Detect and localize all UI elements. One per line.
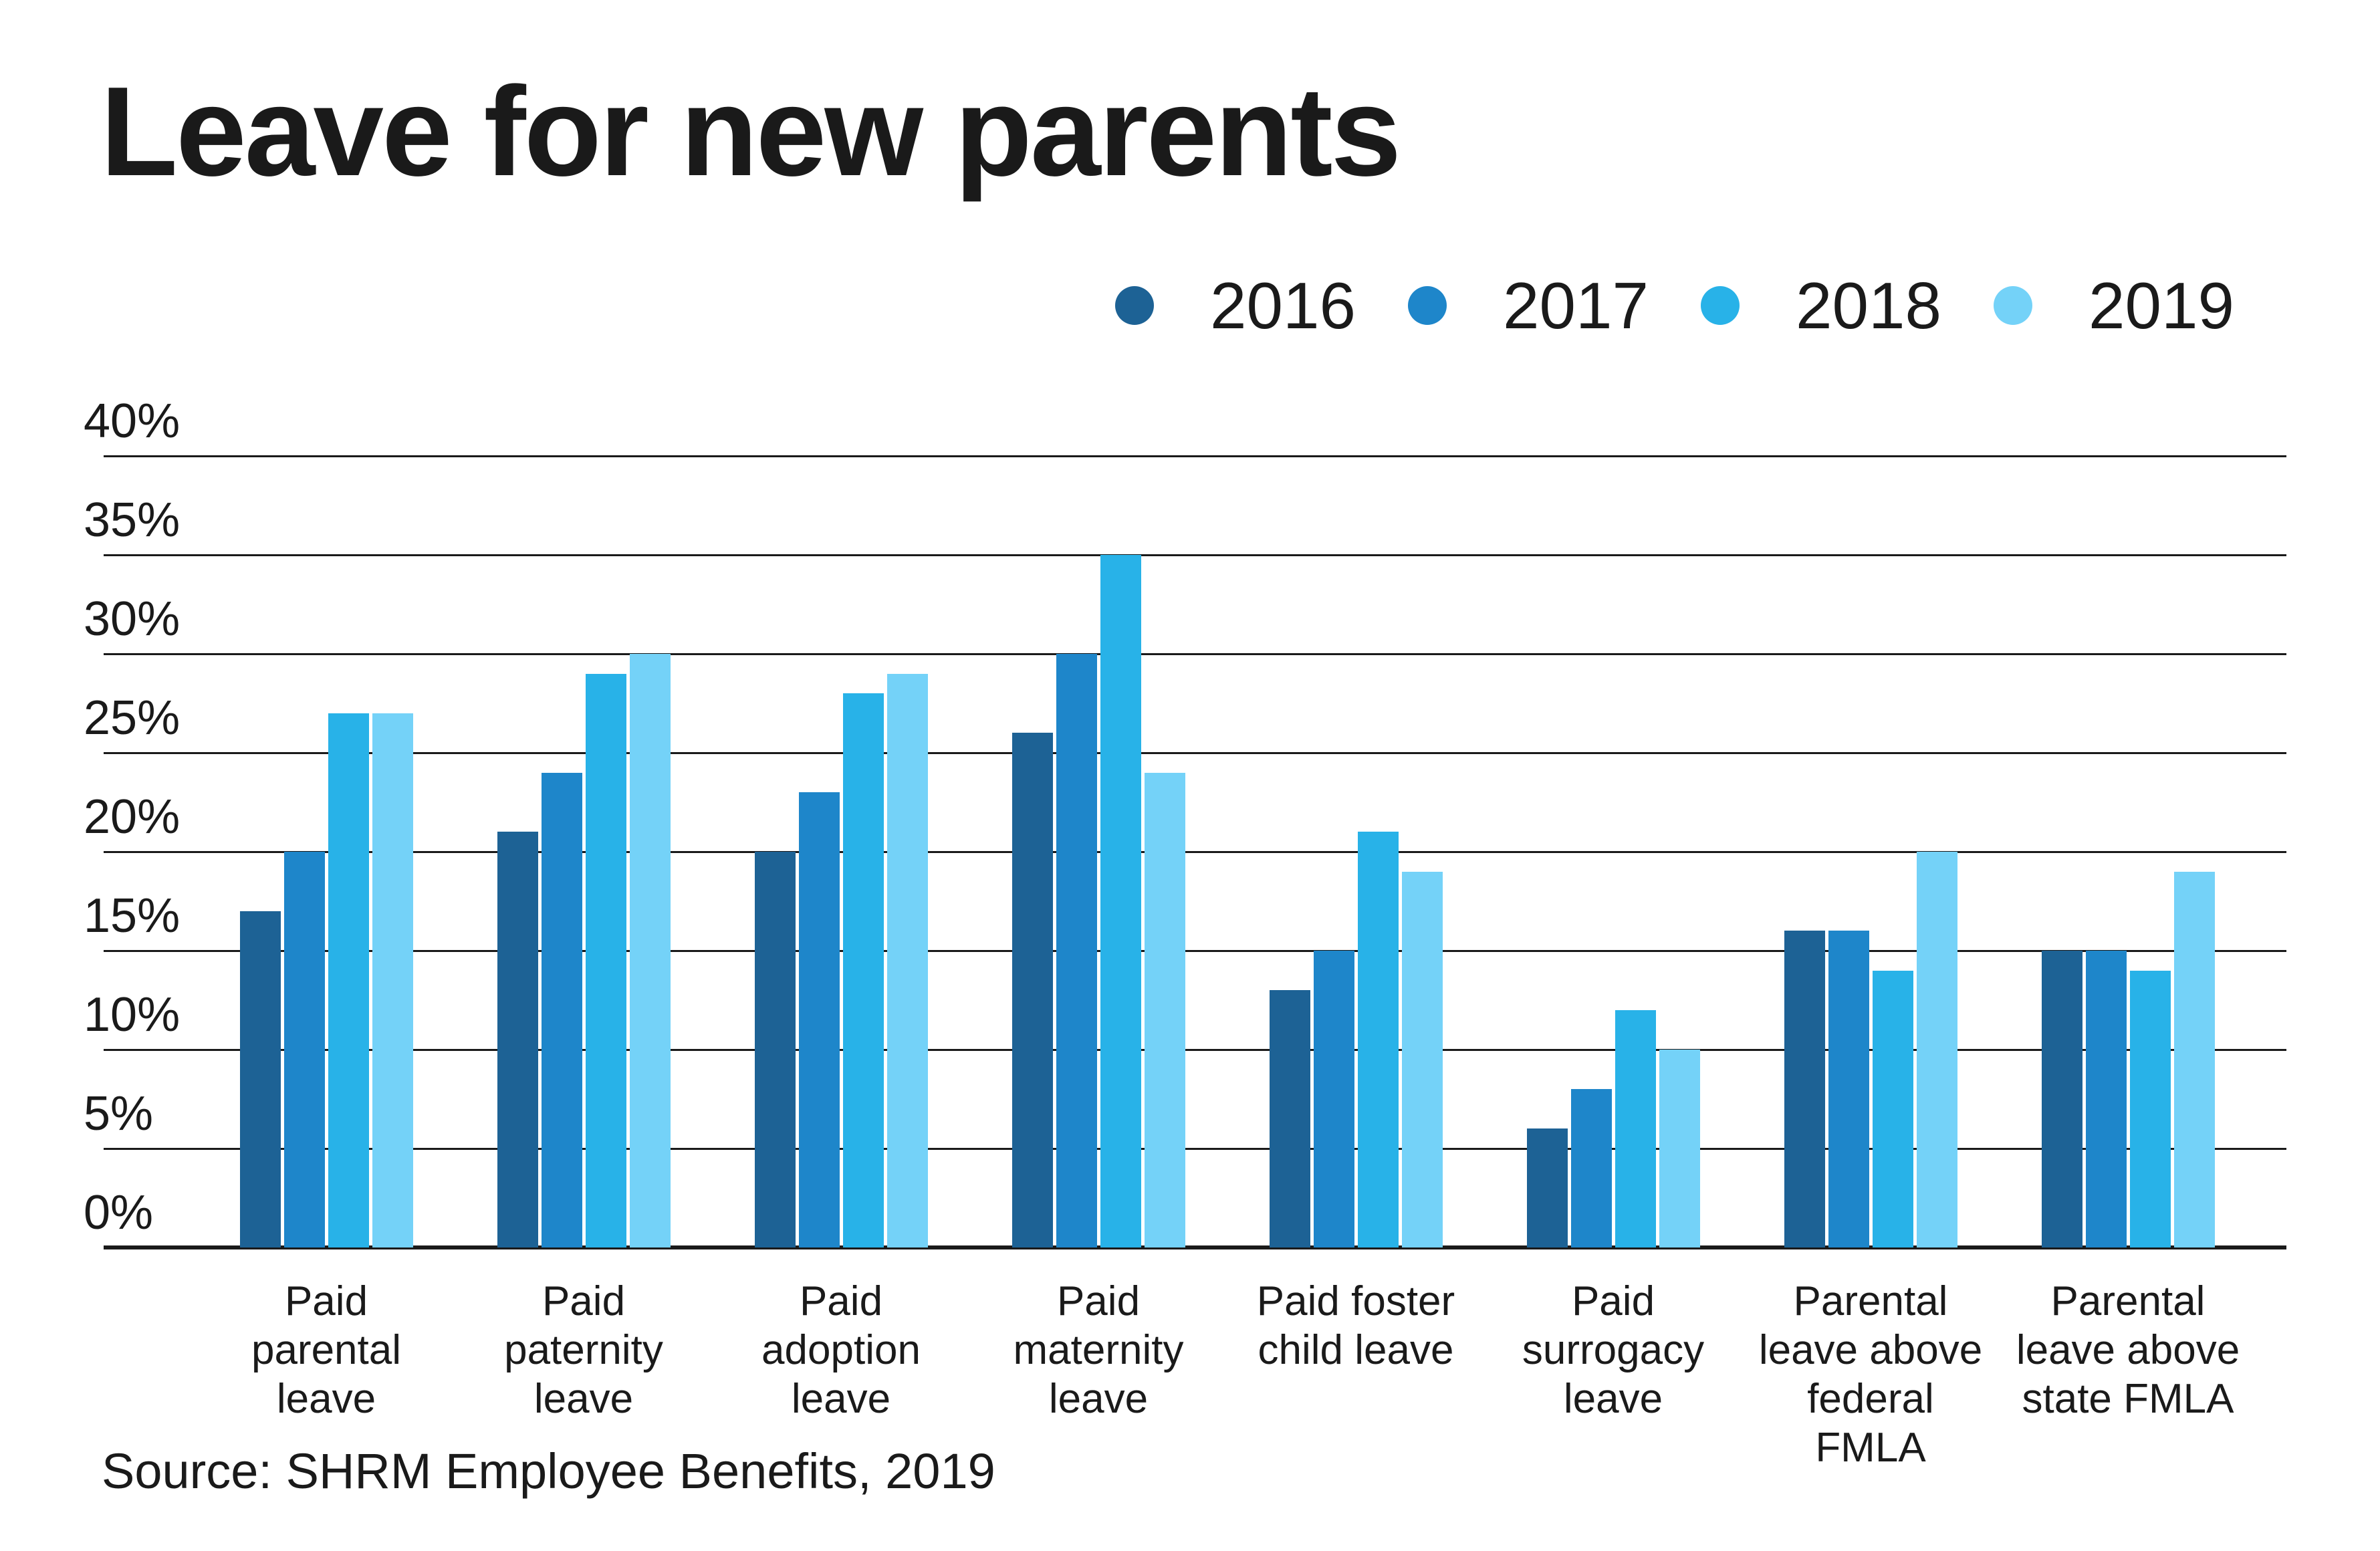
y-tick-label-30: 30% xyxy=(84,592,181,646)
bar-2017-category-6 xyxy=(1571,1089,1612,1247)
legend-dot-icon xyxy=(1407,286,1447,325)
bar-2016-category-2 xyxy=(497,832,538,1247)
x-label-category-6: Paid surrogacy leave xyxy=(1522,1278,1705,1423)
gridline-40 xyxy=(104,455,2286,457)
bar-2016-category-8 xyxy=(2042,951,2082,1247)
y-tick-label-5: 5% xyxy=(84,1087,154,1141)
y-tick-label-15: 15% xyxy=(84,889,181,943)
legend-dot-icon xyxy=(1993,286,2032,325)
bar-2016-category-1 xyxy=(240,911,281,1247)
bar-2018-category-2 xyxy=(586,674,626,1247)
gridline-10 xyxy=(104,1049,2286,1051)
bar-2019-category-5 xyxy=(1402,872,1443,1247)
x-label-category-1: Paid parental leave xyxy=(251,1278,402,1423)
gridline-20 xyxy=(104,851,2286,853)
legend-item-2018: 2018 xyxy=(1700,269,1941,342)
legend-label: 2018 xyxy=(1795,269,1941,342)
bar-2016-category-6 xyxy=(1527,1128,1568,1247)
bar-2018-category-5 xyxy=(1358,832,1399,1247)
gridline-25 xyxy=(104,752,2286,754)
x-label-category-7: Parental leave above federal FMLA xyxy=(1758,1278,1983,1471)
bar-2017-category-1 xyxy=(284,852,325,1247)
bar-2018-category-1 xyxy=(328,713,369,1247)
legend-item-2019: 2019 xyxy=(1993,269,2234,342)
x-label-category-4: Paid maternity leave xyxy=(1013,1278,1184,1423)
bar-2018-category-7 xyxy=(1873,971,1913,1247)
gridline-0 xyxy=(104,1245,2286,1249)
bar-2016-category-3 xyxy=(755,852,796,1247)
bar-2019-category-7 xyxy=(1917,852,1957,1247)
x-label-category-2: Paid paternity leave xyxy=(504,1278,663,1423)
y-tick-label-40: 40% xyxy=(84,394,181,448)
bar-2018-category-6 xyxy=(1615,1010,1656,1247)
bar-2017-category-7 xyxy=(1828,931,1869,1247)
legend-label: 2019 xyxy=(2088,269,2234,342)
x-label-category-5: Paid foster child leave xyxy=(1256,1278,1455,1374)
y-tick-label-25: 25% xyxy=(84,691,181,745)
bar-2017-category-3 xyxy=(799,792,840,1247)
bar-2019-category-3 xyxy=(887,674,928,1247)
bar-2017-category-5 xyxy=(1314,951,1354,1247)
y-tick-label-0: 0% xyxy=(84,1186,154,1239)
legend-item-2016: 2016 xyxy=(1114,269,1356,342)
bar-2017-category-2 xyxy=(542,773,582,1247)
bar-2019-category-2 xyxy=(630,654,671,1247)
y-tick-label-35: 35% xyxy=(84,493,181,547)
bar-2016-category-5 xyxy=(1270,990,1310,1247)
gridline-15 xyxy=(104,950,2286,952)
y-tick-label-10: 10% xyxy=(84,988,181,1042)
legend-dot-icon xyxy=(1700,286,1740,325)
x-label-category-3: Paid adoption leave xyxy=(761,1278,921,1423)
legend-label: 2016 xyxy=(1209,269,1356,342)
source-note: Source: SHRM Employee Benefits, 2019 xyxy=(102,1443,995,1499)
bar-2019-category-1 xyxy=(372,713,413,1247)
bar-2019-category-6 xyxy=(1659,1050,1700,1247)
legend: 2016 2017 2018 2019 xyxy=(1114,269,2234,342)
y-tick-label-20: 20% xyxy=(84,790,181,844)
bar-2017-category-4 xyxy=(1056,654,1097,1247)
bar-2016-category-4 xyxy=(1012,733,1053,1247)
legend-dot-icon xyxy=(1114,286,1154,325)
chart-title: Leave for new parents xyxy=(100,61,1401,203)
gridline-5 xyxy=(104,1148,2286,1150)
bar-2017-category-8 xyxy=(2086,951,2127,1247)
x-label-category-8: Parental leave above state FMLA xyxy=(2016,1278,2240,1423)
bar-2019-category-8 xyxy=(2174,872,2215,1247)
bar-2019-category-4 xyxy=(1145,773,1185,1247)
legend-item-2017: 2017 xyxy=(1407,269,1649,342)
legend-label: 2017 xyxy=(1502,269,1649,342)
bar-2018-category-3 xyxy=(843,693,884,1247)
bar-2018-category-8 xyxy=(2130,971,2171,1247)
bar-2018-category-4 xyxy=(1100,555,1141,1247)
gridline-30 xyxy=(104,653,2286,655)
gridline-35 xyxy=(104,554,2286,556)
bar-2016-category-7 xyxy=(1784,931,1825,1247)
